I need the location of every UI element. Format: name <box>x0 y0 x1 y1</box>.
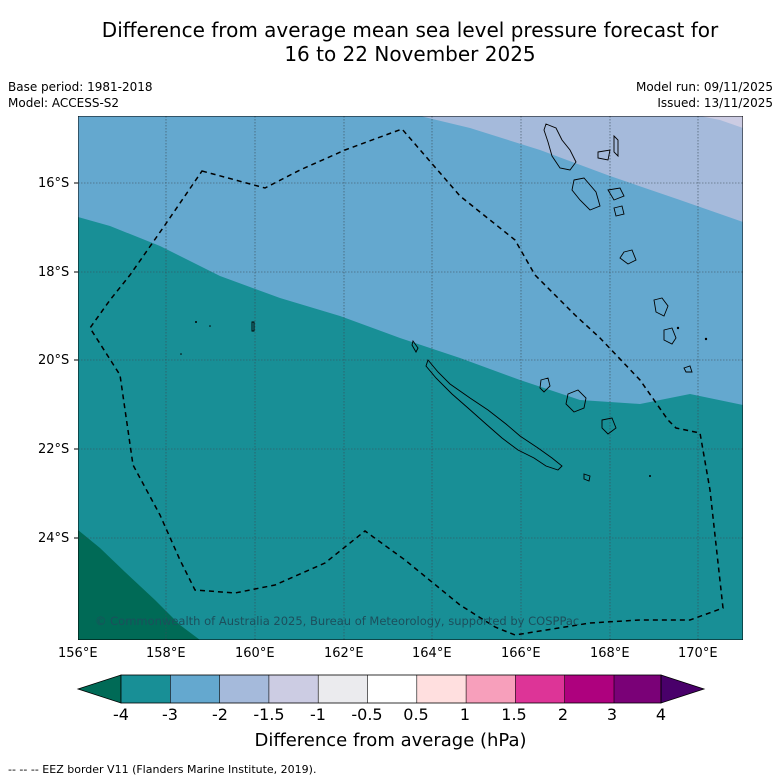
model-run: Model run: 09/11/2025 <box>635 80 773 94</box>
cb-seg-4 <box>268 675 319 703</box>
lon-label-166e: 166°E <box>501 646 541 661</box>
cb-seg-6 <box>367 675 417 703</box>
tanna-island <box>663 327 677 345</box>
cb-seg-11 <box>614 675 661 703</box>
lat-label-18s: 18°S <box>38 265 70 280</box>
colorbar-title: Difference from average (hPa) <box>254 730 527 751</box>
lat-label-22s: 22°S <box>38 442 70 457</box>
cb-label-1: -4 <box>113 705 129 724</box>
belep-islands <box>411 339 419 353</box>
issued-date: Issued: 13/11/2025 <box>657 96 773 110</box>
lon-label-162e: 162°E <box>324 646 364 661</box>
cb-label-7: 0.5 <box>403 705 429 724</box>
band-below-minus4 <box>78 530 200 640</box>
reef-2 <box>209 325 211 327</box>
efate-island <box>619 249 637 265</box>
cb-label-10: 2 <box>557 705 569 724</box>
espiritu-santo <box>543 123 577 171</box>
title-line-2: 16 to 22 November 2025 <box>284 42 536 66</box>
lat-label-24s: 24°S <box>38 531 70 546</box>
cb-label-11: 3 <box>606 705 618 724</box>
colorbar-over-arrow <box>660 674 706 704</box>
ouvea-island <box>539 377 551 393</box>
model-name: Model: ACCESS-S2 <box>8 96 120 110</box>
malakula-island <box>571 177 601 211</box>
colorbar-dividers <box>170 675 615 703</box>
map-title: Difference from average mean sea level p… <box>0 18 781 66</box>
lon-label-160e: 160°E <box>235 646 275 661</box>
cb-label-5: -1 <box>310 705 326 724</box>
cb-label-9: 1.5 <box>501 705 527 724</box>
isle-of-pines <box>583 473 591 482</box>
new-caledonia-island <box>425 359 563 471</box>
epi-island <box>613 205 625 217</box>
hunter-island <box>649 475 651 477</box>
maewo-island <box>613 134 619 158</box>
lon-label-170e: 170°E <box>678 646 718 661</box>
band-minus2-minus1-5 <box>420 116 743 222</box>
band-minus4-minus3 <box>78 217 743 640</box>
eez-border <box>89 128 724 636</box>
cb-label-6: -0.5 <box>351 705 383 724</box>
chesterfield-islands <box>251 321 255 332</box>
mare-island <box>601 417 617 435</box>
lon-label-158e: 158°E <box>146 646 186 661</box>
ambrym-island <box>607 187 625 201</box>
cb-label-8: 1 <box>459 705 471 724</box>
cb-label-12: 4 <box>655 705 667 724</box>
lat-label-16s: 16°S <box>38 176 70 191</box>
axis-ticks <box>74 182 78 539</box>
cb-seg-3 <box>219 675 269 703</box>
graticule <box>78 116 743 640</box>
colorbar-frame <box>120 674 662 704</box>
meta-left: Base period: 1981-2018 Model: ACCESS-S2 <box>8 79 153 111</box>
pentecost-island <box>597 149 611 161</box>
cb-seg-10 <box>564 675 614 703</box>
cb-seg-1 <box>121 675 171 703</box>
eez-footnote: -- -- -- EEZ border V11 (Flanders Marine… <box>8 763 317 776</box>
cb-label-2: -3 <box>162 705 178 724</box>
lon-label-164e: 164°E <box>412 646 452 661</box>
cb-seg-8 <box>466 675 516 703</box>
lifou-island <box>565 389 587 413</box>
reef-3 <box>180 353 182 355</box>
aniwa-island <box>704 337 708 341</box>
colorbar-under-arrow <box>76 674 122 704</box>
reef-1 <box>195 321 197 323</box>
erromango-island <box>653 297 669 317</box>
cb-seg-7 <box>416 675 467 703</box>
colorbar <box>76 674 706 704</box>
lon-label-168e: 168°E <box>590 646 630 661</box>
cb-label-3: -2 <box>212 705 228 724</box>
cb-seg-5 <box>318 675 368 703</box>
base-period: Base period: 1981-2018 <box>8 80 153 94</box>
cb-seg-9 <box>515 675 565 703</box>
lat-label-20s: 20°S <box>38 353 70 368</box>
band-minus1-5-minus1 <box>700 116 743 128</box>
copyright-notice: © Commonwealth of Australia 2025, Bureau… <box>95 614 580 628</box>
cb-seg-2 <box>170 675 220 703</box>
title-line-1: Difference from average mean sea level p… <box>101 18 719 42</box>
cb-label-4: -1.5 <box>253 705 285 724</box>
map-area <box>78 116 743 640</box>
futuna-island <box>676 326 680 330</box>
lon-label-156e: 156°E <box>58 646 98 661</box>
aneityum-island <box>683 365 693 373</box>
meta-right: Model run: 09/11/2025 Issued: 13/11/2025 <box>636 79 773 111</box>
